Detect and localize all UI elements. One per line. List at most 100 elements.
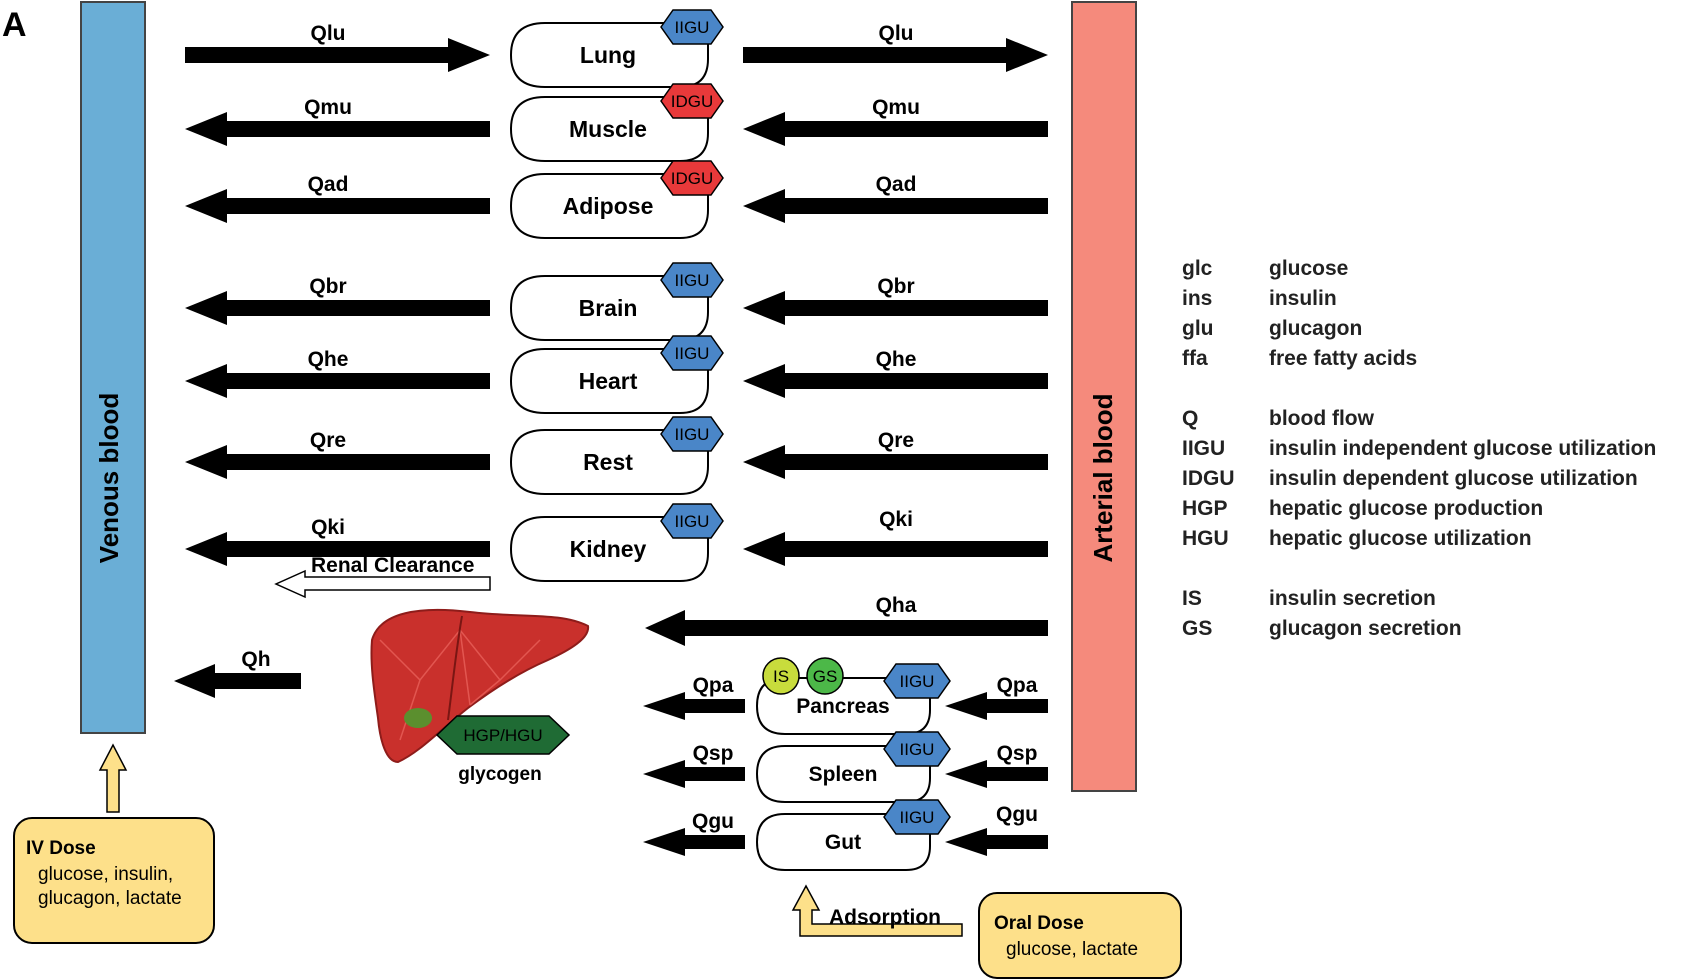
flow-arrow-left (185, 364, 490, 398)
flow-label-left: Qsp (693, 742, 734, 765)
tag-label: IIGU (900, 808, 935, 827)
flow-label-left: Qmu (304, 96, 352, 119)
flow-label-right: Qbr (877, 275, 914, 298)
flow-arrow-right (743, 291, 1048, 325)
renal-clearance-label: Renal Clearance (311, 554, 474, 577)
organ-row-adipose: Qad Qad Adipose IDGU (185, 160, 1048, 239)
iv-dose-line-1: glucose, insulin, (38, 864, 173, 885)
oral-dose-line-1: glucose, lactate (1006, 939, 1138, 960)
organ-row-rest: Qre Qre Rest IIGU (185, 416, 1048, 495)
legend-entry: GS glucagon secretion (1182, 617, 1462, 640)
venous-blood-column: Venous blood (80, 1, 146, 734)
flow-arrow-left (185, 532, 490, 566)
organ-name: Muscle (569, 116, 647, 142)
flow-label-right: Qlu (879, 22, 914, 45)
flow-arrow-left (185, 38, 490, 72)
organ-name: Rest (583, 449, 633, 475)
organ-name: Gut (825, 831, 861, 854)
legend-abbr: Q (1182, 407, 1198, 430)
legend-entry: glu glucagon (1182, 317, 1362, 340)
oral-dose-title: Oral Dose (994, 913, 1084, 934)
legend-entry: ffa free fatty acids (1182, 347, 1417, 370)
venous-blood-label: Venous blood (94, 393, 124, 563)
flow-label-right: Qmu (872, 96, 920, 119)
legend: glc glucose ins insulin glu glucagon ffa free f… (1182, 257, 1656, 640)
legend-desc: glucagon secretion (1269, 617, 1462, 640)
gs-circle-icon (806, 657, 844, 695)
legend-abbr: HGU (1182, 527, 1229, 550)
flow-label-right: Qpa (997, 674, 1038, 697)
tag-hexagon (660, 83, 724, 119)
flow-label-left: Qgu (692, 810, 734, 833)
flow-label-right: Qhe (876, 348, 917, 371)
tag-label: IIGU (675, 18, 710, 37)
flow-label-left: Qad (308, 173, 349, 196)
organ-row-muscle: Qmu Qmu Muscle IDGU (185, 83, 1048, 162)
legend-desc: free fatty acids (1269, 347, 1417, 370)
legend-entry: HGU hepatic glucose utilization (1182, 527, 1532, 550)
organ-box (509, 22, 709, 88)
oral-dose-box (978, 892, 1182, 979)
organ-name: Lung (580, 42, 636, 68)
legend-entry: IDGU insulin dependent glucose utilizatio… (1182, 467, 1638, 490)
flow-label-left: Qki (311, 516, 345, 539)
legend-desc: blood flow (1269, 407, 1375, 430)
iv-dose-title: IV Dose (26, 838, 96, 859)
tag-label: IDGU (671, 92, 714, 111)
legend-desc: insulin dependent glucose utilization (1269, 467, 1638, 490)
organ-name: Spleen (809, 763, 878, 786)
tag-hexagon (660, 503, 724, 539)
glycogen-label: glycogen (458, 764, 541, 785)
legend-entry: IIGU insulin independent glucose utilizat… (1182, 437, 1656, 460)
legend-desc: insulin secretion (1269, 587, 1436, 610)
legend-abbr: HGP (1182, 497, 1228, 520)
tag-hexagon (660, 335, 724, 371)
panel-label: A (2, 6, 27, 44)
legend-desc: insulin independent glucose utilization (1269, 437, 1656, 460)
liver-illustration (370, 608, 590, 764)
tag-label: IIGU (675, 344, 710, 363)
organ-row-heart: Qhe Qhe Heart IIGU (185, 335, 1048, 414)
organ-name: Kidney (570, 536, 647, 562)
legend-desc: hepatic glucose production (1269, 497, 1543, 520)
flow-arrow-left (185, 291, 490, 325)
legend-abbr: glu (1182, 317, 1214, 340)
flow-arrow-left (185, 189, 490, 223)
tag-label: IIGU (675, 271, 710, 290)
legend-desc: glucose (1269, 257, 1348, 280)
flow-arrow-right (743, 532, 1048, 566)
flow-label-left: Qre (310, 429, 346, 452)
organ-box (509, 429, 709, 495)
adsorption-label: Adsorption (829, 906, 941, 929)
legend-abbr: ffa (1182, 347, 1208, 370)
legend-entry: IS insulin secretion (1182, 587, 1436, 610)
arterial-blood-column: Arterial blood (1071, 1, 1137, 792)
organ-name: Adipose (563, 193, 654, 219)
organ-box (509, 96, 709, 162)
organ-box (755, 813, 931, 871)
organ-rows: Qlu Qlu Lung IIGU Qmu Qmu Muscle IDGU Qad Qad Adip… (185, 9, 1048, 582)
is-label: IS (773, 667, 789, 686)
flow-arrow-left (643, 828, 745, 856)
organ-box (755, 677, 931, 735)
tag-hexagon (883, 731, 951, 767)
flow-label-left: Qlu (311, 22, 346, 45)
iv-dose-arrow (98, 743, 128, 813)
legend-entry: HGP hepatic glucose production (1182, 497, 1543, 520)
organ-box (509, 348, 709, 414)
flow-arrow-left (643, 692, 745, 720)
flow-label-right: Qgu (996, 803, 1038, 826)
organ-row-brain: Qbr Qbr Brain IIGU (185, 262, 1048, 341)
iv-dose-line-2: glucagon, lactate (38, 888, 182, 909)
tag-hexagon (660, 262, 724, 298)
legend-entry: ins insulin (1182, 287, 1337, 310)
hgp-hgu-hexagon (435, 715, 571, 755)
flow-label-right: Qki (879, 508, 913, 531)
flow-arrow-right (945, 760, 1048, 788)
organ-row-pancreas: Qpa Qpa Pancreas IIGU IS GS (643, 657, 1048, 735)
legend-abbr: glc (1182, 257, 1213, 280)
legend-abbr: GS (1182, 617, 1212, 640)
hgp-hgu-label: HGP/HGU (463, 726, 542, 745)
